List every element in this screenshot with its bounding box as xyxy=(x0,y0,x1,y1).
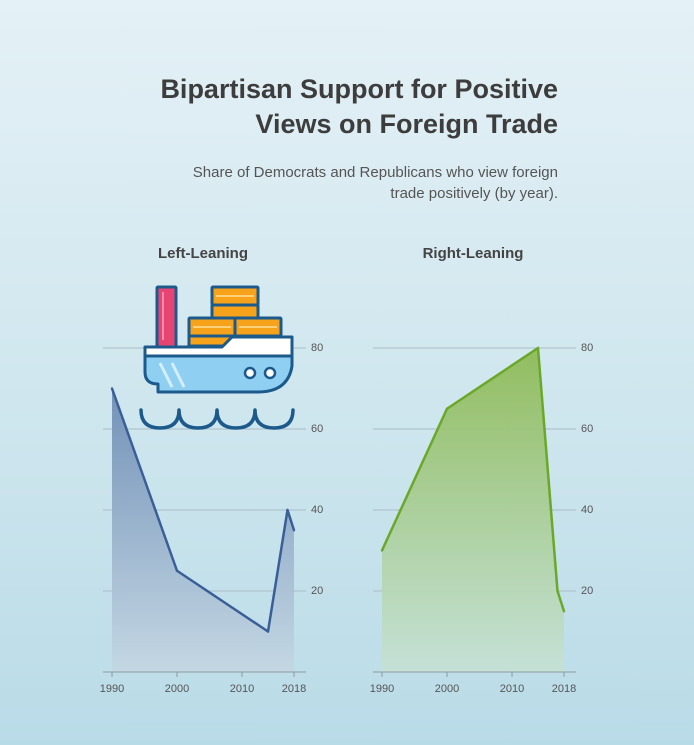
cargo-ship-icon xyxy=(139,285,295,430)
left-data-point xyxy=(286,508,289,512)
chart-subtitle: Share of Democrats and Republicans who v… xyxy=(90,162,558,204)
right-ytick-label: 60 xyxy=(581,423,593,435)
left-data-point xyxy=(266,630,270,633)
left-xtick-label: 2010 xyxy=(230,683,254,695)
right-data-point xyxy=(562,610,566,613)
right-xtick-label: 2000 xyxy=(435,683,459,695)
right-series xyxy=(380,346,566,672)
right-axis: 20 40 60 80 1990 2000 2010 2018 xyxy=(370,342,593,695)
left-area-fill xyxy=(112,388,294,672)
left-data-point xyxy=(175,569,179,572)
left-xtick-label: 2000 xyxy=(165,683,189,695)
left-ytick-label: 80 xyxy=(311,342,323,354)
left-ytick-label: 20 xyxy=(311,585,323,597)
subtitle-line-1: Share of Democrats and Republicans who v… xyxy=(192,164,558,181)
right-ytick-label: 80 xyxy=(581,342,593,354)
left-ytick-label: 40 xyxy=(311,504,323,516)
title-line-1: Bipartisan Support for Positive xyxy=(160,74,558,104)
left-xtick-label: 1990 xyxy=(100,683,124,695)
right-data-point xyxy=(536,346,540,350)
left-data-point xyxy=(110,387,114,390)
left-xtick-label: 2018 xyxy=(282,683,306,695)
left-axis: 20 40 60 80 1990 2000 2010 2018 xyxy=(100,342,323,695)
left-data-point xyxy=(292,529,296,532)
right-data-point xyxy=(445,407,449,410)
subtitle-line-2: trade positively (by year). xyxy=(390,185,558,202)
left-ytick-label: 60 xyxy=(311,423,323,435)
right-area-fill xyxy=(382,348,564,672)
right-xtick-label: 2010 xyxy=(500,683,524,695)
right-leaning-panel: Right-Leaning 20 40 60 80 1990 2000 2010 2018 xyxy=(370,245,593,695)
right-data-point xyxy=(556,589,559,593)
right-ytick-label: 40 xyxy=(581,504,593,516)
right-xtick-label: 1990 xyxy=(370,683,394,695)
right-data-point xyxy=(380,549,384,552)
title-line-2: Views on Foreign Trade xyxy=(255,109,558,139)
chart-title: Bipartisan Support for Positive Views on… xyxy=(60,72,558,142)
right-ytick-label: 20 xyxy=(581,585,593,597)
left-series xyxy=(110,387,296,672)
left-panel-title: Left-Leaning xyxy=(158,245,248,262)
right-panel-title: Right-Leaning xyxy=(423,245,524,262)
right-xtick-label: 2018 xyxy=(552,683,576,695)
